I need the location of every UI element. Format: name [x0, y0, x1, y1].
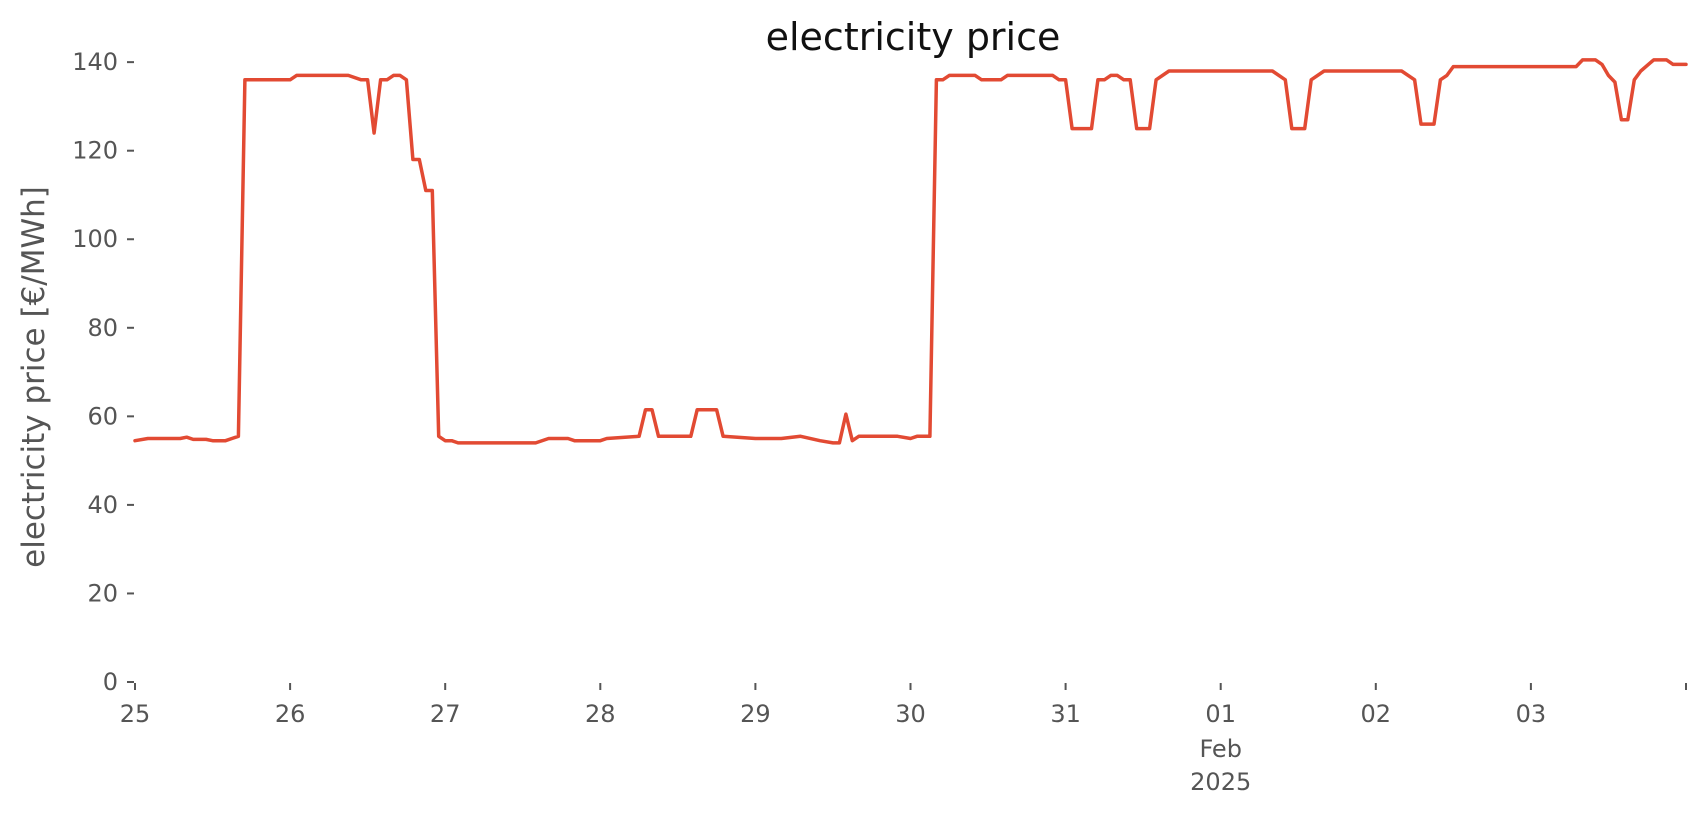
y-axis-label: electricity price [€/MWh]: [16, 186, 52, 568]
x-axis: 25 26 27 28 29 30 31 01 Feb 2025 02 03: [120, 683, 1687, 796]
y-tick-label: 120: [72, 137, 118, 165]
y-axis: 0 20 40 60 80 100 120 140: [72, 48, 134, 696]
x-tick-label: 30: [895, 700, 926, 728]
x-tick-sublabel: 2025: [1190, 768, 1251, 796]
y-tick-label: 20: [87, 579, 118, 607]
plot-area: [133, 58, 1688, 445]
chart-title: electricity price: [766, 15, 1061, 59]
x-tick-label: 01: [1205, 700, 1236, 728]
y-tick-label: 140: [72, 48, 118, 76]
x-tick-label: 25: [120, 700, 151, 728]
price-series-line: [133, 58, 1688, 445]
x-tick-label: 27: [430, 700, 461, 728]
y-tick-label: 80: [87, 314, 118, 342]
x-tick-label: 26: [275, 700, 306, 728]
y-tick-label: 100: [72, 225, 118, 253]
x-tick-label: 28: [585, 700, 616, 728]
x-tick-label: 02: [1361, 700, 1392, 728]
x-tick-label: 29: [740, 700, 771, 728]
y-tick-label: 40: [87, 491, 118, 519]
y-tick-label: 0: [103, 668, 118, 696]
y-tick-label: 60: [87, 402, 118, 430]
x-tick-label: 03: [1516, 700, 1547, 728]
x-tick-sublabel: Feb: [1199, 735, 1242, 763]
x-tick-label: 31: [1050, 700, 1081, 728]
